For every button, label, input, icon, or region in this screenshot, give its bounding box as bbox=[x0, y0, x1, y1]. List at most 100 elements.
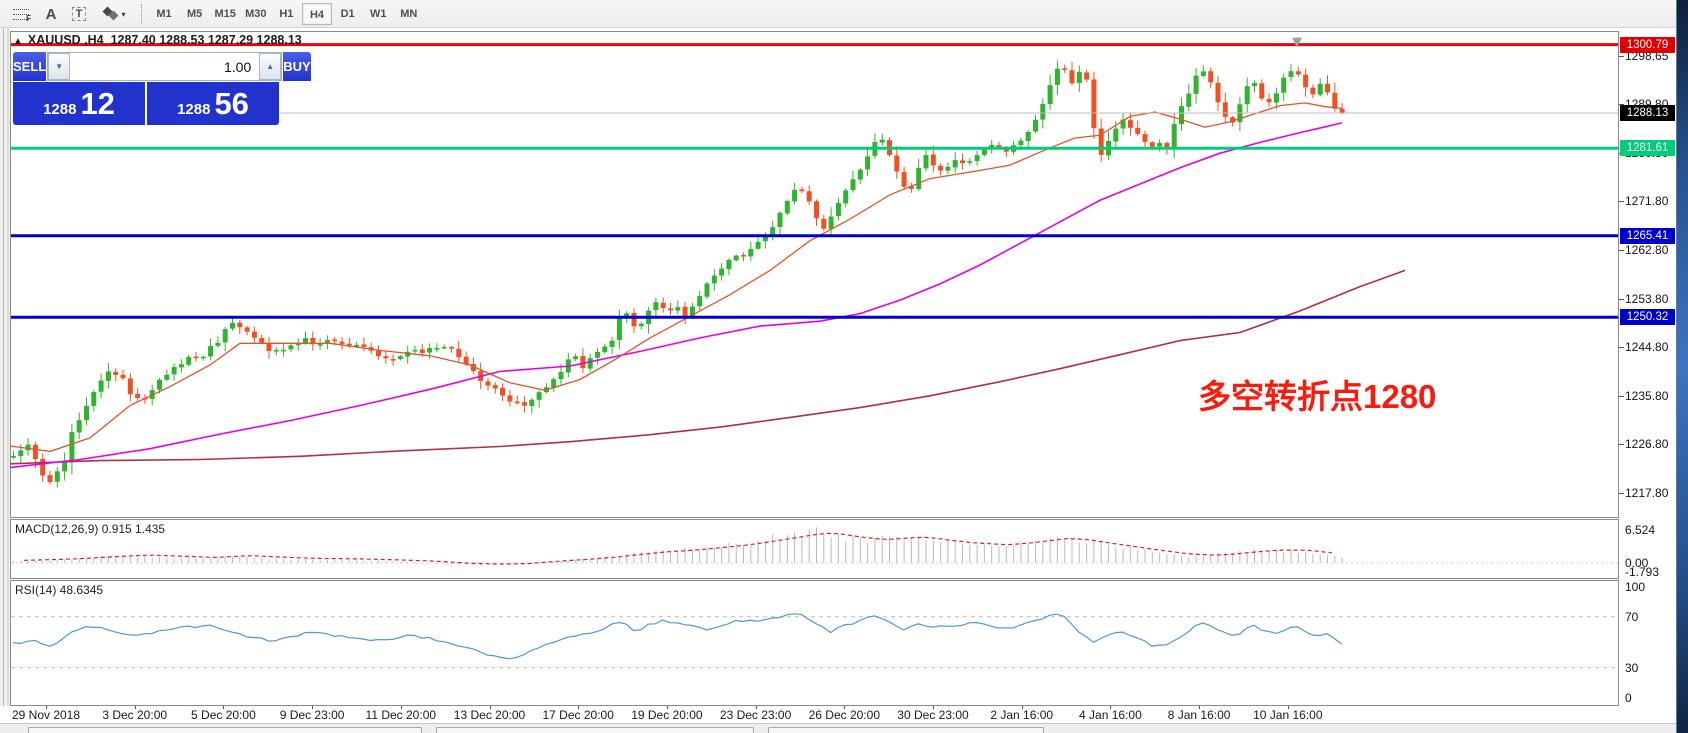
time-axis-tick bbox=[312, 705, 314, 709]
tab-timeframe-w1[interactable]: W1 bbox=[369, 8, 387, 20]
price-axis-label: 1226.80 bbox=[1625, 437, 1669, 452]
time-axis-label: 3 Dec 20:00 bbox=[102, 708, 168, 722]
macd-panel[interactable] bbox=[10, 519, 1619, 579]
rsi-panel[interactable] bbox=[10, 580, 1619, 706]
time-axis-tick bbox=[400, 705, 402, 709]
time-axis-tick bbox=[489, 705, 491, 709]
volume-increase-button[interactable]: ▲ bbox=[259, 53, 282, 80]
fibonacci-tool-icon[interactable]: F bbox=[8, 3, 34, 25]
price-level-badge: 1250.32 bbox=[1620, 309, 1675, 326]
volume-spinner: ▼ ▲ bbox=[47, 52, 283, 81]
buy-price-small: 1288 bbox=[177, 101, 211, 118]
symbol-triangle-icon: ▲ bbox=[13, 36, 23, 47]
arrows-tool-icon[interactable]: ▾ bbox=[98, 3, 132, 25]
time-axis-tick bbox=[666, 705, 668, 709]
price-axis-gutter bbox=[1619, 28, 1676, 733]
macd-label: MACD(12,26,9) 0.915 1.435 bbox=[15, 522, 166, 536]
price-axis-label: 1298.65 bbox=[1625, 49, 1669, 64]
toolbar: F A T ▾ M1 M5 M15 M30 H1 H4 D1 W1 MN bbox=[0, 0, 1678, 28]
time-axis-tick bbox=[134, 705, 136, 709]
time-axis-label: 2 Jan 16:00 bbox=[990, 708, 1054, 722]
chart-tab[interactable] bbox=[436, 727, 754, 733]
tab-timeframe-m15[interactable]: M15 bbox=[214, 8, 236, 20]
chart-tab[interactable] bbox=[768, 727, 1044, 733]
time-axis-tick bbox=[755, 705, 757, 709]
tab-timeframe-mn[interactable]: MN bbox=[400, 8, 418, 20]
price-axis-label: 1244.80 bbox=[1625, 340, 1669, 355]
price-axis-label: 1262.80 bbox=[1625, 242, 1669, 257]
time-axis-label: 11 Dec 20:00 bbox=[365, 708, 437, 722]
rsi-label: RSI(14) 48.6345 bbox=[15, 583, 104, 597]
sell-button[interactable]: SELL bbox=[13, 52, 47, 81]
tab-timeframe-m1[interactable]: M1 bbox=[156, 8, 172, 20]
volume-input[interactable] bbox=[70, 53, 260, 80]
sell-price-big: 12 bbox=[80, 86, 115, 121]
sell-price-display[interactable]: 1288 12 bbox=[13, 82, 145, 125]
rsi-axis-label: 0 bbox=[1625, 691, 1632, 705]
price-axis-tick bbox=[1619, 493, 1624, 494]
time-axis-label: 13 Dec 20:00 bbox=[453, 708, 526, 722]
time-axis-label: 17 Dec 20:00 bbox=[542, 708, 614, 722]
time-axis: 29 Nov 2018 3 Dec 20:00 5 Dec 20:00 9 Dec 2… bbox=[0, 705, 1619, 723]
fibonacci-lines-glyph: F bbox=[13, 8, 31, 23]
time-axis-label: 4 Jan 16:00 bbox=[1079, 708, 1142, 722]
text-tool-icon[interactable]: T bbox=[66, 3, 92, 25]
time-axis-tick bbox=[1287, 705, 1289, 709]
price-axis-tick bbox=[1619, 395, 1624, 397]
time-axis-label: 30 Dec 23:00 bbox=[897, 708, 969, 722]
price-axis-tick bbox=[1619, 104, 1624, 105]
time-axis-label: 10 Jan 16:00 bbox=[1253, 708, 1323, 722]
price-axis-label: 1253.80 bbox=[1625, 291, 1669, 306]
time-axis-label: 9 Dec 23:00 bbox=[279, 708, 345, 722]
time-axis-tick bbox=[223, 705, 225, 709]
price-level-badge: 1288.13 bbox=[1620, 105, 1675, 122]
tab-timeframe-m5[interactable]: M5 bbox=[186, 8, 203, 20]
window-aero-border bbox=[1676, 0, 1688, 733]
time-axis-tick bbox=[1199, 705, 1201, 709]
shapes-glyph bbox=[103, 6, 119, 21]
volume-decrease-button[interactable]: ▼ bbox=[48, 53, 71, 80]
toolbar-separator bbox=[141, 4, 142, 24]
price-axis-label: 1271.80 bbox=[1625, 194, 1669, 209]
time-axis-tick bbox=[1021, 705, 1023, 709]
tab-timeframe-h4[interactable]: H4 bbox=[302, 3, 332, 25]
time-axis-tick bbox=[578, 705, 580, 709]
rsi-axis-label: 100 bbox=[1625, 580, 1646, 594]
price-axis-tick bbox=[1619, 444, 1624, 446]
time-axis-label: 26 Dec 20:00 bbox=[808, 708, 880, 722]
buy-button[interactable]: BUY bbox=[283, 52, 311, 81]
time-axis-tick bbox=[1110, 705, 1112, 709]
time-axis-label: 19 Dec 20:00 bbox=[631, 708, 703, 722]
price-level-badge: 1265.41 bbox=[1620, 227, 1675, 244]
tab-timeframe-h1[interactable]: H1 bbox=[279, 8, 294, 20]
price-axis-tick bbox=[1619, 347, 1624, 349]
chart-tab-strip bbox=[0, 723, 1676, 733]
chevron-down-icon: ▾ bbox=[121, 9, 126, 19]
rsi-axis-label: 30 bbox=[1625, 660, 1639, 675]
time-axis-tick bbox=[46, 705, 47, 709]
symbol-name: XAUUSD ,H4 bbox=[27, 33, 104, 47]
time-axis-tick bbox=[933, 705, 934, 709]
macd-axis-label: -1.793 bbox=[1625, 565, 1660, 580]
tab-timeframe-m30[interactable]: M30 bbox=[245, 8, 267, 20]
price-axis-tick bbox=[1619, 56, 1624, 58]
price-level-badge: 1281.61 bbox=[1620, 140, 1675, 157]
macd-axis-label: 0.00 bbox=[1625, 556, 1649, 570]
price-level-badge: 1300.79 bbox=[1620, 36, 1675, 53]
time-axis-label: 5 Dec 20:00 bbox=[191, 708, 256, 722]
ohlc-values: 1287.40 1288.53 1287.29 1288.13 bbox=[110, 33, 302, 47]
macd-axis-label: 6.524 bbox=[1625, 522, 1656, 537]
window-left-edge bbox=[0, 28, 10, 733]
time-axis-label: 8 Jan 16:00 bbox=[1167, 708, 1231, 722]
time-axis-label: 23 Dec 23:00 bbox=[719, 708, 792, 722]
time-axis-tick bbox=[844, 705, 846, 709]
chart-tab[interactable] bbox=[28, 727, 422, 733]
price-axis-tick bbox=[1619, 298, 1624, 300]
tab-timeframe-d1[interactable]: D1 bbox=[340, 8, 355, 20]
buy-price-display[interactable]: 1288 56 bbox=[147, 82, 279, 125]
text-label-tool-icon[interactable]: A bbox=[45, 5, 57, 23]
rsi-axis-label: 70 bbox=[1625, 609, 1639, 624]
time-axis-label: 29 Nov 2018 bbox=[11, 708, 81, 722]
sell-price-small: 1288 bbox=[43, 101, 77, 118]
